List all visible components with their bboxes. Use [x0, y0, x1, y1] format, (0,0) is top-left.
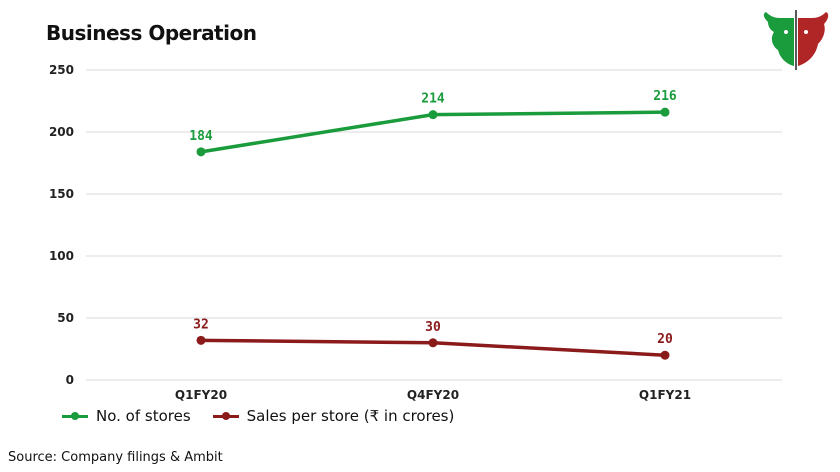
series-lines	[196, 107, 670, 360]
legend-label-sales: Sales per store (₹ in crores)	[246, 407, 455, 425]
chart-title: Business Operation	[46, 21, 257, 45]
data-point	[428, 110, 438, 120]
data-label: 216	[653, 89, 677, 104]
bull-bear-icon	[763, 10, 829, 70]
legend-item-sales: Sales per store (₹ in crores)	[212, 407, 455, 425]
data-label: 214	[421, 92, 445, 107]
y-tick-label: 0	[66, 373, 74, 387]
data-label: 30	[425, 320, 441, 335]
data-label: 32	[193, 317, 209, 332]
x-tick-label: Q4FY20	[407, 388, 459, 402]
data-point	[196, 147, 206, 157]
legend-swatch-stores	[62, 411, 88, 420]
legend: No. of stores Sales per store (₹ in cror…	[62, 407, 476, 425]
x-tick-label: Q1FY21	[639, 388, 691, 402]
y-tick-label: 200	[49, 125, 74, 139]
x-tick-label: Q1FY20	[175, 388, 227, 402]
y-tick-label: 150	[49, 187, 74, 201]
data-point	[660, 350, 670, 360]
data-labels: 184 214 216 32 30 20	[189, 89, 677, 347]
legend-label-stores: No. of stores	[96, 407, 191, 425]
y-tick-label: 250	[49, 63, 74, 77]
legend-swatch-sales	[212, 411, 239, 420]
y-axis-ticks: 0 50 100 150 200 250	[49, 63, 74, 387]
data-label: 20	[657, 332, 673, 347]
source-note: Source: Company filings & Ambit	[8, 450, 223, 465]
data-point	[196, 335, 206, 345]
y-tick-label: 50	[57, 311, 74, 325]
data-label: 184	[189, 129, 213, 144]
data-point	[660, 107, 670, 117]
grid-lines	[86, 69, 782, 381]
y-tick-label: 100	[49, 249, 74, 263]
x-axis-ticks: Q1FY20 Q4FY20 Q1FY21	[175, 388, 691, 402]
legend-item-stores: No. of stores	[62, 407, 191, 425]
data-point	[428, 338, 438, 348]
